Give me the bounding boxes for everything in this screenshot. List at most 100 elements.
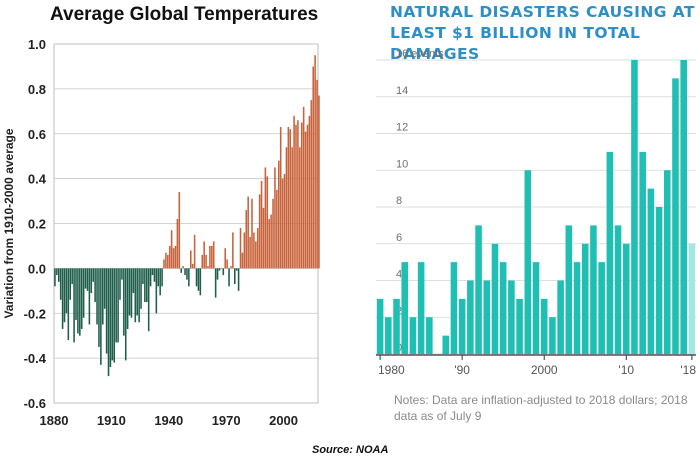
temp-bar: [182, 266, 184, 269]
temp-bar: [61, 268, 64, 329]
temp-x-tick-label: 1880: [40, 413, 69, 428]
temp-bar: [205, 254, 207, 269]
temp-y-tick-label: -0.2: [24, 306, 46, 321]
temp-bar: [115, 268, 117, 343]
temp-bar: [211, 245, 213, 269]
temp-bar: [92, 268, 94, 282]
temp-bar: [88, 268, 91, 325]
temp-y-tick-label: -0.6: [24, 396, 46, 411]
temp-y-tick-label: 1.0: [28, 37, 46, 52]
temp-x-tick-label: 1940: [154, 413, 183, 428]
disaster-x-tick-label: 2000: [531, 363, 558, 377]
temp-bar: [82, 268, 85, 318]
disaster-bar: [409, 317, 417, 354]
temp-y-tick-label: -0.4: [24, 351, 47, 366]
disaster-bar: [491, 243, 499, 354]
temp-bar: [249, 236, 251, 269]
disaster-x-tick-label: '90: [454, 363, 470, 377]
temp-bar: [63, 268, 66, 323]
temp-bar: [161, 268, 163, 287]
temp-bar: [226, 259, 228, 269]
disaster-bar: [622, 243, 630, 354]
disaster-bar: [401, 262, 408, 354]
disaster-bar: [417, 262, 425, 354]
disaster-x-tick-label: '10: [618, 363, 634, 377]
disaster-bar: [475, 225, 482, 354]
temp-bar: [195, 268, 198, 287]
temp-bar: [138, 268, 140, 323]
temp-bar: [245, 210, 248, 269]
temp-bar: [268, 219, 270, 269]
temp-bar: [239, 227, 242, 269]
temp-bar: [228, 268, 230, 287]
temp-bar: [220, 268, 223, 269]
temp-bar: [71, 268, 73, 285]
disaster-bar: [426, 317, 433, 354]
temp-bar: [302, 106, 305, 269]
temp-bar: [235, 268, 238, 271]
temp-bar: [300, 122, 303, 269]
temp-bar: [145, 268, 148, 303]
temp-bar: [243, 232, 246, 269]
temp-bar: [285, 147, 288, 269]
temp-bar: [199, 268, 202, 296]
disaster-bar: [557, 280, 564, 354]
temp-bar: [207, 266, 209, 269]
temp-y-tick-label: 0.2: [28, 217, 46, 232]
disaster-bar: [385, 317, 392, 354]
temp-bar: [126, 268, 129, 329]
temp-bar: [289, 129, 292, 269]
temp-bar: [101, 268, 104, 325]
temp-bar: [260, 180, 263, 269]
temp-bar: [281, 178, 284, 269]
temp-bar: [69, 268, 72, 300]
temp-bar: [170, 230, 173, 269]
temp-x-tick-label: 1970: [212, 413, 241, 428]
temp-bar: [157, 268, 160, 287]
temp-bar: [212, 241, 215, 269]
temp-bar: [189, 250, 192, 269]
disasters-chart-title: NATURAL DISASTERS CAUSING AT LEAST $1 BI…: [390, 3, 695, 63]
disaster-bar: [450, 262, 458, 354]
temp-bar: [94, 268, 96, 303]
temp-bar: [140, 268, 142, 309]
temp-bar: [167, 254, 169, 269]
disaster-y-tick-label: 4: [396, 269, 402, 281]
temp-bar: [174, 245, 177, 269]
temp-bar: [54, 268, 56, 287]
temp-bar: [100, 268, 102, 365]
temp-bar: [105, 268, 108, 354]
disaster-x-tick-label: 1980: [378, 363, 405, 377]
temp-bar: [277, 160, 280, 269]
disaster-bar: [499, 262, 507, 354]
temp-bar: [128, 268, 131, 316]
disaster-bar: [598, 262, 605, 354]
temp-bar: [233, 268, 236, 285]
temp-bar: [318, 95, 320, 269]
disaster-bar: [614, 225, 622, 354]
disaster-bar: [467, 280, 474, 354]
temp-bar: [75, 268, 77, 320]
disaster-bar: [516, 298, 523, 354]
temp-bar: [264, 167, 267, 269]
disaster-y-tick-label: 8: [396, 195, 402, 207]
temp-bar: [291, 147, 293, 269]
disaster-bar: [647, 188, 655, 354]
temp-bar: [172, 248, 175, 269]
disaster-bar: [532, 262, 540, 354]
disaster-bar: [590, 225, 597, 354]
temp-bar: [258, 194, 261, 269]
temp-bar: [203, 241, 205, 269]
temp-bar: [297, 120, 299, 269]
temp-bar: [218, 268, 221, 271]
temp-bar: [253, 232, 255, 269]
temp-bar: [262, 207, 265, 269]
temp-bar: [155, 268, 158, 314]
temp-bar: [67, 268, 70, 341]
temp-bar: [279, 127, 282, 269]
temp-bar: [251, 198, 253, 269]
temp-bar: [186, 268, 188, 280]
temp-bar: [184, 268, 186, 276]
temp-y-tick-label: 0.8: [28, 82, 46, 97]
temp-bar: [90, 268, 93, 294]
